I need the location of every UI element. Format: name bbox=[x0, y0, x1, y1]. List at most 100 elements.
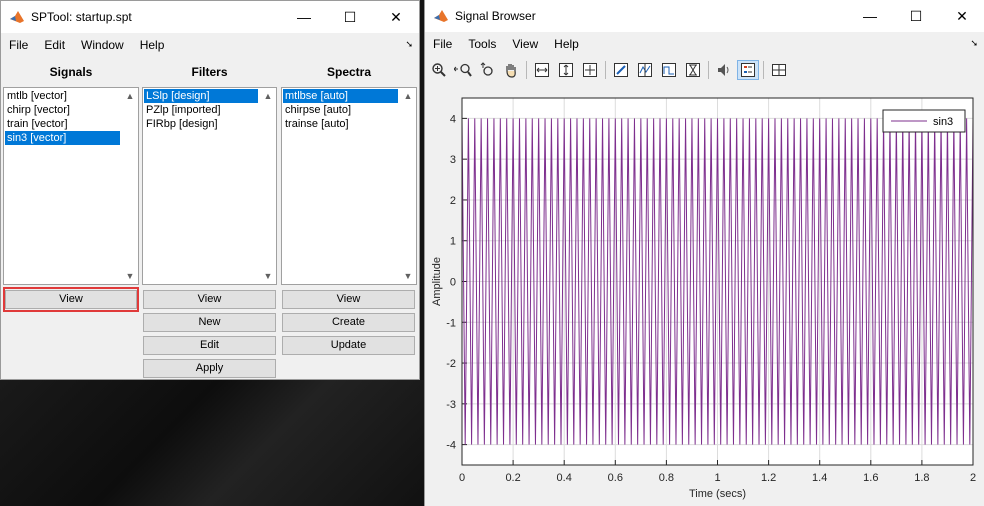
y-tick-label: 2 bbox=[450, 195, 456, 207]
spectrum-item-selected[interactable]: mtlbse [auto] bbox=[283, 89, 398, 103]
maximize-button[interactable]: ☐ bbox=[343, 8, 357, 25]
signal-item[interactable]: mtlb [vector] bbox=[7, 90, 67, 102]
zoom-out-x-icon[interactable] bbox=[452, 60, 474, 80]
filter-item[interactable]: PZlp [imported] bbox=[146, 104, 221, 116]
menu-edit[interactable]: Edit bbox=[44, 38, 66, 52]
close-button[interactable]: ✕ bbox=[390, 8, 402, 25]
x-tick-label: 2 bbox=[970, 472, 976, 484]
spectra-view-button[interactable]: View bbox=[282, 290, 415, 309]
x-tick-label: 0.6 bbox=[608, 472, 623, 484]
minimize-button[interactable]: — bbox=[863, 8, 877, 24]
minimize-button[interactable]: — bbox=[297, 9, 311, 25]
y-tick-label: -3 bbox=[446, 399, 456, 411]
dock-arrow-icon[interactable]: ➘ bbox=[970, 38, 978, 48]
filters-header: Filters bbox=[191, 65, 228, 79]
window-title: SPTool: startup.spt bbox=[31, 10, 132, 24]
scroll-up-icon[interactable]: ▲ bbox=[403, 91, 413, 101]
speaker-icon[interactable] bbox=[713, 60, 735, 80]
zoom-in-icon[interactable] bbox=[428, 60, 450, 80]
spectra-listbox[interactable]: mtlbse [auto] chirpse [auto] trainse [au… bbox=[281, 87, 417, 285]
spectra-scrollbar[interactable]: ▲ ▼ bbox=[400, 88, 416, 284]
signal-item-selected[interactable]: sin3 [vector] bbox=[5, 131, 120, 145]
edit-pen-icon[interactable] bbox=[610, 60, 632, 80]
marker-slope-icon[interactable] bbox=[682, 60, 704, 80]
x-tick-label: 0.8 bbox=[659, 472, 674, 484]
pan-hand-icon[interactable] bbox=[500, 60, 522, 80]
x-tick-label: 0 bbox=[459, 472, 465, 484]
filter-item-selected[interactable]: LSlp [design] bbox=[144, 89, 258, 103]
maximize-button[interactable]: ☐ bbox=[909, 7, 923, 24]
menu-file[interactable]: File bbox=[9, 38, 29, 52]
sptool-titlebar[interactable]: SPTool: startup.spt — ☐ ✕ bbox=[1, 1, 419, 33]
toolbar bbox=[425, 58, 984, 82]
close-button[interactable]: ✕ bbox=[956, 7, 968, 24]
browser-titlebar[interactable]: Signal Browser — ☐ ✕ bbox=[425, 0, 984, 32]
scroll-up-icon[interactable]: ▲ bbox=[263, 91, 273, 101]
scroll-down-icon[interactable]: ▼ bbox=[403, 271, 413, 281]
fit-all-icon[interactable] bbox=[579, 60, 601, 80]
spectra-update-button[interactable]: Update bbox=[282, 336, 415, 355]
x-tick-label: 1.6 bbox=[863, 472, 878, 484]
menu-help[interactable]: Help bbox=[554, 37, 579, 51]
toolbar-separator bbox=[763, 61, 764, 79]
filters-edit-button[interactable]: Edit bbox=[143, 336, 276, 355]
signals-scrollbar[interactable]: ▲ ▼ bbox=[122, 88, 138, 284]
filter-item[interactable]: FIRbp [design] bbox=[146, 118, 218, 130]
filters-new-button[interactable]: New bbox=[143, 313, 276, 332]
spectrum-item[interactable]: trainse [auto] bbox=[285, 118, 349, 130]
x-tick-label: 0.4 bbox=[557, 472, 572, 484]
marker-vertical-icon[interactable] bbox=[634, 60, 656, 80]
spectra-header: Spectra bbox=[326, 65, 372, 79]
spectrum-item[interactable]: chirpse [auto] bbox=[285, 104, 352, 116]
y-tick-label: 4 bbox=[450, 113, 456, 125]
y-tick-label: 1 bbox=[450, 236, 456, 248]
signal-item[interactable]: train [vector] bbox=[7, 118, 68, 130]
filters-apply-button[interactable]: Apply bbox=[143, 359, 276, 378]
y-tick-label: 3 bbox=[450, 154, 456, 166]
marker-track-icon[interactable] bbox=[658, 60, 680, 80]
axes-frame bbox=[461, 97, 974, 466]
menu-file[interactable]: File bbox=[433, 37, 453, 51]
spectra-create-button[interactable]: Create bbox=[282, 313, 415, 332]
menu-view[interactable]: View bbox=[512, 37, 539, 51]
signal-plot[interactable]: 0 0.2 0.4 0.6 0.8 1 1.2 1.4 1.6 1.8 2 -4 -3 -2 -1 0 1 2 3 4… bbox=[425, 84, 984, 506]
menu-tools[interactable]: Tools bbox=[468, 37, 497, 51]
menu-window[interactable]: Window bbox=[81, 38, 124, 52]
matlab-logo-icon bbox=[434, 10, 448, 22]
y-axis-label: Amplitude bbox=[431, 257, 443, 306]
y-tick-label: 0 bbox=[450, 277, 456, 289]
x-tick-label: 1 bbox=[714, 472, 720, 484]
menu-bar: File Edit Window Help ➘ bbox=[1, 33, 419, 57]
toolbar-separator bbox=[526, 61, 527, 79]
fit-y-icon[interactable] bbox=[555, 60, 577, 80]
legend-label: sin3 bbox=[933, 116, 953, 128]
signals-view-button[interactable]: View bbox=[5, 290, 137, 309]
y-tick-label: -4 bbox=[446, 440, 456, 452]
matlab-logo-icon bbox=[10, 11, 24, 23]
signals-listbox[interactable]: mtlb [vector] chirp [vector] train [vect… bbox=[3, 87, 139, 285]
x-tick-label: 0.2 bbox=[505, 472, 520, 484]
filters-listbox[interactable]: LSlp [design] PZlp [imported] FIRbp [des… bbox=[142, 87, 277, 285]
series-line-sin3 bbox=[461, 118, 974, 445]
panner-grid-icon[interactable] bbox=[768, 60, 790, 80]
signal-browser-window: Signal Browser — ☐ ✕ File Tools View Hel… bbox=[424, 0, 984, 506]
dock-arrow-icon[interactable]: ➘ bbox=[405, 39, 413, 49]
menu-help[interactable]: Help bbox=[139, 38, 165, 52]
x-tick-label: 1.8 bbox=[914, 472, 929, 484]
legend-icon[interactable] bbox=[737, 60, 759, 80]
scroll-down-icon[interactable]: ▼ bbox=[263, 271, 273, 281]
y-tick-label: -1 bbox=[446, 317, 456, 329]
signal-item[interactable]: chirp [vector] bbox=[7, 104, 70, 116]
desktop-background bbox=[0, 380, 424, 506]
scroll-down-icon[interactable]: ▼ bbox=[125, 271, 135, 281]
highlight-box bbox=[3, 287, 139, 312]
toolbar-separator bbox=[708, 61, 709, 79]
x-tick-label: 1.4 bbox=[812, 472, 827, 484]
window-title: Signal Browser bbox=[455, 9, 536, 23]
scroll-up-icon[interactable]: ▲ bbox=[125, 91, 135, 101]
fit-x-icon[interactable] bbox=[531, 60, 553, 80]
filters-view-button[interactable]: View bbox=[143, 290, 276, 309]
menu-bar: File Tools View Help ➘ bbox=[425, 32, 984, 56]
zoom-out-y-icon[interactable] bbox=[476, 60, 498, 80]
filters-scrollbar[interactable]: ▲ ▼ bbox=[260, 88, 276, 284]
